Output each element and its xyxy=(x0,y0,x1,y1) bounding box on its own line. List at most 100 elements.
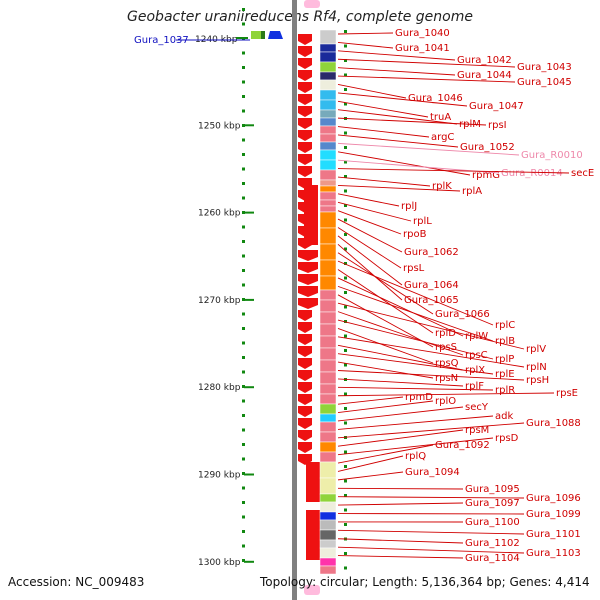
gene-arrow xyxy=(298,130,312,141)
gene-leader xyxy=(337,84,407,99)
feature-segment xyxy=(319,159,337,171)
scale-dot xyxy=(242,370,245,374)
gene-arrow-block xyxy=(306,510,320,560)
gene-leader xyxy=(337,502,464,506)
gene-label: argC xyxy=(431,132,454,143)
gene-leader xyxy=(337,184,461,192)
gene-leader xyxy=(337,260,494,326)
gene-label: rpsN xyxy=(435,373,458,384)
gene-leader xyxy=(337,176,431,187)
gene-label: secY xyxy=(465,402,489,413)
top-marker xyxy=(304,0,320,8)
gene-leader xyxy=(337,201,412,222)
scale-dot xyxy=(242,501,245,504)
gene-leader xyxy=(337,392,555,397)
scale-dot xyxy=(242,211,245,214)
gene-leader xyxy=(337,538,464,544)
scale-dot xyxy=(242,327,245,330)
feature-segment xyxy=(319,133,337,143)
feature-segment xyxy=(319,557,337,567)
gene-leader xyxy=(337,277,464,337)
gene-leader xyxy=(337,117,487,126)
scale-dot xyxy=(242,559,245,562)
gene-label: rplF xyxy=(465,381,484,392)
scale-dot xyxy=(242,225,245,229)
track-dot xyxy=(344,276,347,280)
feature-segment xyxy=(319,359,337,373)
track-dot xyxy=(344,88,347,91)
gene-leader xyxy=(337,227,402,269)
gene-label: Gura_1066 xyxy=(435,309,490,320)
gene-arrow xyxy=(298,250,318,261)
gene-arrow xyxy=(298,34,312,45)
feature-segment xyxy=(319,205,337,213)
gene-label: rplC xyxy=(495,320,515,331)
feature-segment xyxy=(319,539,337,549)
gene-arrow xyxy=(298,70,312,81)
scale-dot xyxy=(242,22,245,26)
gene-leader xyxy=(337,252,434,315)
feature-segment xyxy=(319,347,337,361)
feature-segment xyxy=(319,393,337,405)
gene-label: Gura_1100 xyxy=(465,517,520,528)
track-dot xyxy=(344,160,347,164)
feature-segment xyxy=(319,511,337,521)
gene-arrow xyxy=(298,346,312,357)
gene-arrow xyxy=(298,274,318,285)
gene-label: Gura_1065 xyxy=(404,295,459,306)
gene-leader xyxy=(337,455,404,472)
gene-label: rplV xyxy=(526,344,546,355)
gene-leader xyxy=(337,151,471,176)
gene-leader xyxy=(337,32,394,35)
scale-dot xyxy=(242,486,245,490)
scale-dot xyxy=(242,66,245,69)
gene-arrow xyxy=(298,394,312,405)
scale-dot xyxy=(242,240,245,243)
gene-leader xyxy=(337,328,434,364)
gene-leader xyxy=(337,134,459,148)
feature-segment xyxy=(319,117,337,127)
gene-leader xyxy=(337,422,525,439)
scale-dot xyxy=(242,443,245,446)
scale-tick-label: 1290 kbp xyxy=(198,471,241,481)
gene-label: Gura_1064 xyxy=(404,280,459,291)
gene-leader xyxy=(337,344,464,371)
track-dot xyxy=(344,334,347,338)
gene-label: rpsI xyxy=(488,120,507,131)
track-dot xyxy=(344,146,347,149)
gene-leader xyxy=(337,496,525,499)
gene-box xyxy=(261,31,265,39)
gene-label: rplN xyxy=(526,362,547,373)
gene-label: rplE xyxy=(495,369,515,380)
gene-leader xyxy=(337,396,404,405)
gene-leader xyxy=(337,142,520,156)
gene-label: Gura_1045 xyxy=(517,77,572,88)
track-dot xyxy=(344,262,347,265)
gene-leader xyxy=(337,361,434,379)
scale-dot xyxy=(242,356,245,359)
scale-dot xyxy=(242,544,245,548)
track-dot xyxy=(344,44,347,48)
gene-leader xyxy=(337,471,404,481)
feature-segment xyxy=(319,109,337,119)
gene-label: rplJ xyxy=(401,201,417,212)
feature-segment xyxy=(319,169,337,181)
feature-segment xyxy=(319,71,337,81)
scale-dot xyxy=(242,254,245,258)
gene-label: Gura_1103 xyxy=(526,548,581,559)
scale-dot xyxy=(242,51,245,55)
feature-segment xyxy=(319,451,337,463)
gene-label: Gura_1052 xyxy=(460,142,515,153)
feature-segment xyxy=(319,441,337,453)
gene-leader xyxy=(337,406,464,422)
feature-segment xyxy=(319,125,337,135)
feature-segment xyxy=(319,99,337,111)
feature-segment xyxy=(319,43,337,53)
gene-arrow xyxy=(298,430,312,441)
gene-arrow xyxy=(298,406,312,417)
feature-segment xyxy=(319,547,337,559)
track-dot xyxy=(344,73,347,77)
feature-segment xyxy=(319,79,337,91)
track-dot xyxy=(344,305,347,309)
feature-segment xyxy=(319,371,337,385)
